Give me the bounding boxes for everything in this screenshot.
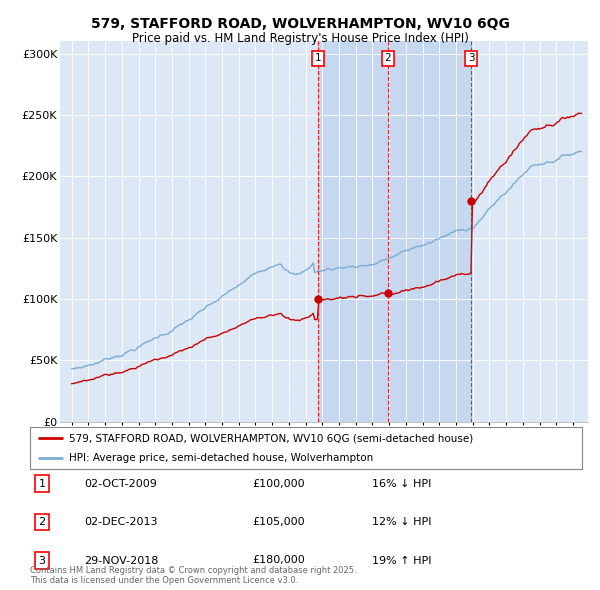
Text: 1: 1 [315, 54, 322, 64]
Text: 19% ↑ HPI: 19% ↑ HPI [372, 556, 431, 565]
Text: 02-OCT-2009: 02-OCT-2009 [84, 479, 157, 489]
Text: Price paid vs. HM Land Registry's House Price Index (HPI): Price paid vs. HM Land Registry's House … [131, 32, 469, 45]
Text: £100,000: £100,000 [252, 479, 305, 489]
Text: 3: 3 [38, 556, 46, 565]
Text: 29-NOV-2018: 29-NOV-2018 [84, 556, 158, 565]
Text: 16% ↓ HPI: 16% ↓ HPI [372, 479, 431, 489]
Bar [318, 41, 471, 422]
Text: 2: 2 [38, 517, 46, 527]
Text: 12% ↓ HPI: 12% ↓ HPI [372, 517, 431, 527]
Text: 3: 3 [468, 54, 475, 64]
Text: £105,000: £105,000 [252, 517, 305, 527]
Text: Contains HM Land Registry data © Crown copyright and database right 2025.
This d: Contains HM Land Registry data © Crown c… [30, 566, 356, 585]
Text: 02-DEC-2013: 02-DEC-2013 [84, 517, 157, 527]
Text: £180,000: £180,000 [252, 556, 305, 565]
Text: 579, STAFFORD ROAD, WOLVERHAMPTON, WV10 6QG (semi-detached house): 579, STAFFORD ROAD, WOLVERHAMPTON, WV10 … [68, 434, 473, 444]
Text: 2: 2 [385, 54, 391, 64]
Text: 579, STAFFORD ROAD, WOLVERHAMPTON, WV10 6QG: 579, STAFFORD ROAD, WOLVERHAMPTON, WV10 … [91, 17, 509, 31]
Text: HPI: Average price, semi-detached house, Wolverhampton: HPI: Average price, semi-detached house,… [68, 454, 373, 463]
Text: 1: 1 [38, 479, 46, 489]
